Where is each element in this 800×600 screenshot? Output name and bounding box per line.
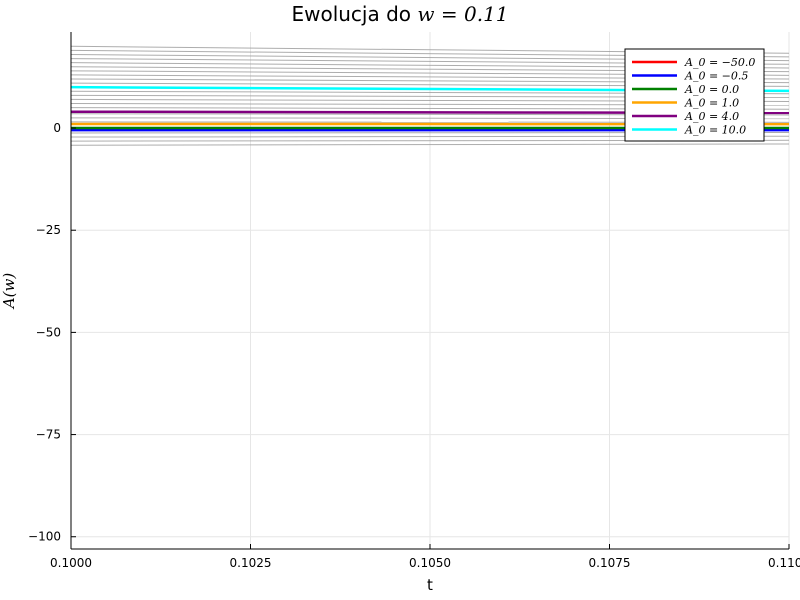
- x-tick-label: 0.1000: [50, 556, 92, 570]
- chart-title-math: w = 0.11: [417, 2, 509, 26]
- chart-title-prefix: Ewolucja do: [291, 2, 412, 26]
- y-tick-label: −25: [36, 223, 61, 237]
- y-tick-label: −75: [36, 428, 61, 442]
- legend-label: A_0 = 0.0: [684, 83, 739, 96]
- legend-label: A_0 = 1.0: [684, 97, 739, 110]
- legend-box: [624, 48, 765, 142]
- x-tick-label: 0.1050: [409, 556, 451, 570]
- x-tick-label: 0.1075: [589, 556, 631, 570]
- y-tick-label: −100: [28, 530, 61, 544]
- legend: A_0 = −50.0A_0 = −0.5A_0 = 0.0A_0 = 1.0A…: [624, 48, 765, 142]
- axes: [70, 32, 790, 550]
- y-tick-label: −50: [36, 325, 61, 339]
- x-tick-label: 0.1025: [230, 556, 272, 570]
- y-tick-labels: 0 −25 −50 −75 −100: [28, 121, 61, 544]
- legend-label: A_0 = −50.0: [684, 56, 755, 69]
- x-axis-label: t: [427, 576, 433, 594]
- background-curve: [70, 143, 790, 146]
- y-axis-label: A(w): [0, 273, 18, 311]
- legend-label: A_0 = 4.0: [684, 110, 739, 123]
- legend-label: A_0 = −0.5: [684, 70, 748, 83]
- y-tick-label: 0: [53, 121, 61, 135]
- chart-title: Ewolucja do w = 0.11: [0, 2, 800, 26]
- legend-label: A_0 = 10.0: [684, 124, 746, 137]
